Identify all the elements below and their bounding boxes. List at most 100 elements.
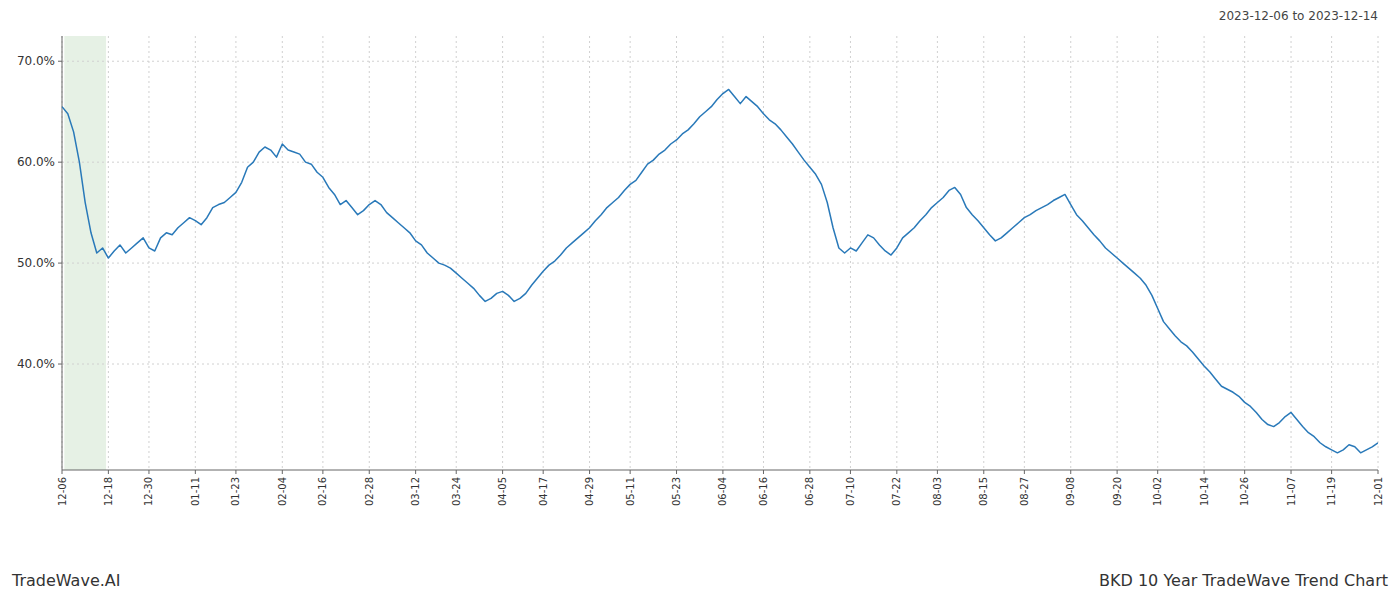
y-grid-line xyxy=(62,364,1378,365)
x-tick xyxy=(1024,470,1025,474)
x-tick xyxy=(1244,470,1245,474)
x-grid-line xyxy=(1117,36,1118,470)
x-grid-line xyxy=(322,36,323,470)
x-grid-line xyxy=(195,36,196,470)
x-tick-label: 02-04 xyxy=(277,477,288,506)
x-tick-label: 09-08 xyxy=(1065,477,1076,506)
x-grid-line xyxy=(1024,36,1025,470)
x-tick-label: 02-16 xyxy=(317,477,328,506)
x-grid-line xyxy=(937,36,938,470)
series-layer xyxy=(62,89,1378,452)
x-grid-line xyxy=(809,36,810,470)
x-tick xyxy=(1331,470,1332,474)
x-grid-line xyxy=(502,36,503,470)
x-tick xyxy=(1117,470,1118,474)
x-grid-line xyxy=(1378,36,1379,470)
x-grid-line xyxy=(1244,36,1245,470)
x-tick-label: 09-20 xyxy=(1112,477,1123,506)
x-tick-label: 04-17 xyxy=(538,477,549,506)
x-tick xyxy=(1157,470,1158,474)
y-grid-line xyxy=(62,162,1378,163)
x-tick xyxy=(722,470,723,474)
x-tick xyxy=(1204,470,1205,474)
x-grid-line xyxy=(1291,36,1292,470)
y-axis-line xyxy=(62,36,63,470)
trend-line xyxy=(62,89,1378,452)
x-tick-label: 04-29 xyxy=(584,477,595,506)
x-tick xyxy=(630,470,631,474)
x-tick-label: 05-11 xyxy=(625,477,636,506)
highlight-band xyxy=(64,36,106,470)
grid xyxy=(62,36,1378,470)
x-tick-label: 12-06 xyxy=(57,477,68,506)
x-grid-line xyxy=(415,36,416,470)
y-tick xyxy=(58,263,62,264)
x-tick xyxy=(322,470,323,474)
x-tick xyxy=(983,470,984,474)
x-tick xyxy=(502,470,503,474)
x-tick-label: 08-03 xyxy=(932,477,943,506)
x-tick xyxy=(282,470,283,474)
y-tick-label: 40.0% xyxy=(17,357,55,371)
x-grid-line xyxy=(1331,36,1332,470)
x-tick xyxy=(369,470,370,474)
title: BKD 10 Year TradeWave Trend Chart xyxy=(1099,571,1388,590)
x-tick xyxy=(195,470,196,474)
x-tick-label: 06-28 xyxy=(804,477,815,506)
x-grid-line xyxy=(722,36,723,470)
x-tick-label: 12-30 xyxy=(143,477,154,506)
x-tick-label: 01-11 xyxy=(190,477,201,506)
x-tick xyxy=(62,470,63,474)
x-tick xyxy=(809,470,810,474)
x-tick xyxy=(763,470,764,474)
x-tick xyxy=(676,470,677,474)
y-grid-line xyxy=(62,61,1378,62)
x-tick xyxy=(589,470,590,474)
x-tick xyxy=(108,470,109,474)
x-tick-label: 03-12 xyxy=(410,477,421,506)
x-tick xyxy=(235,470,236,474)
x-grid-line xyxy=(62,36,63,470)
y-tick-label: 50.0% xyxy=(17,256,55,270)
x-axis-line xyxy=(62,470,1378,471)
x-tick xyxy=(1378,470,1379,474)
x-grid-line xyxy=(148,36,149,470)
x-tick xyxy=(1291,470,1292,474)
y-grid-line xyxy=(62,263,1378,264)
x-tick xyxy=(937,470,938,474)
x-tick-label: 08-15 xyxy=(978,477,989,506)
x-tick-label: 03-24 xyxy=(451,477,462,506)
x-tick-label: 12-01 xyxy=(1373,477,1384,506)
x-tick-label: 01-23 xyxy=(230,477,241,506)
x-tick-label: 06-16 xyxy=(758,477,769,506)
x-grid-line xyxy=(630,36,631,470)
x-grid-line xyxy=(1070,36,1071,470)
x-tick-label: 04-05 xyxy=(497,477,508,506)
x-grid-line xyxy=(850,36,851,470)
x-grid-line xyxy=(1204,36,1205,470)
x-tick xyxy=(415,470,416,474)
x-tick-label: 07-22 xyxy=(891,477,902,506)
annotation: TradeWave.AI xyxy=(11,571,120,590)
x-grid-line xyxy=(763,36,764,470)
x-tick-label: 08-27 xyxy=(1019,477,1030,506)
x-tick-label: 05-23 xyxy=(671,477,682,506)
x-grid-line xyxy=(983,36,984,470)
x-grid-line xyxy=(589,36,590,470)
x-grid-line xyxy=(896,36,897,470)
x-grid-line xyxy=(369,36,370,470)
x-tick-label: 12-18 xyxy=(103,477,114,506)
x-tick xyxy=(1070,470,1071,474)
x-tick xyxy=(456,470,457,474)
x-tick-label: 02-28 xyxy=(364,477,375,506)
x-tick xyxy=(543,470,544,474)
y-tick xyxy=(58,61,62,62)
highlight-layer xyxy=(64,36,106,470)
y-tick-label: 70.0% xyxy=(17,54,55,68)
x-tick-label: 10-14 xyxy=(1199,477,1210,506)
y-tick xyxy=(58,162,62,163)
x-tick xyxy=(850,470,851,474)
x-tick xyxy=(148,470,149,474)
x-tick-label: 10-02 xyxy=(1152,477,1163,506)
x-grid-line xyxy=(676,36,677,470)
